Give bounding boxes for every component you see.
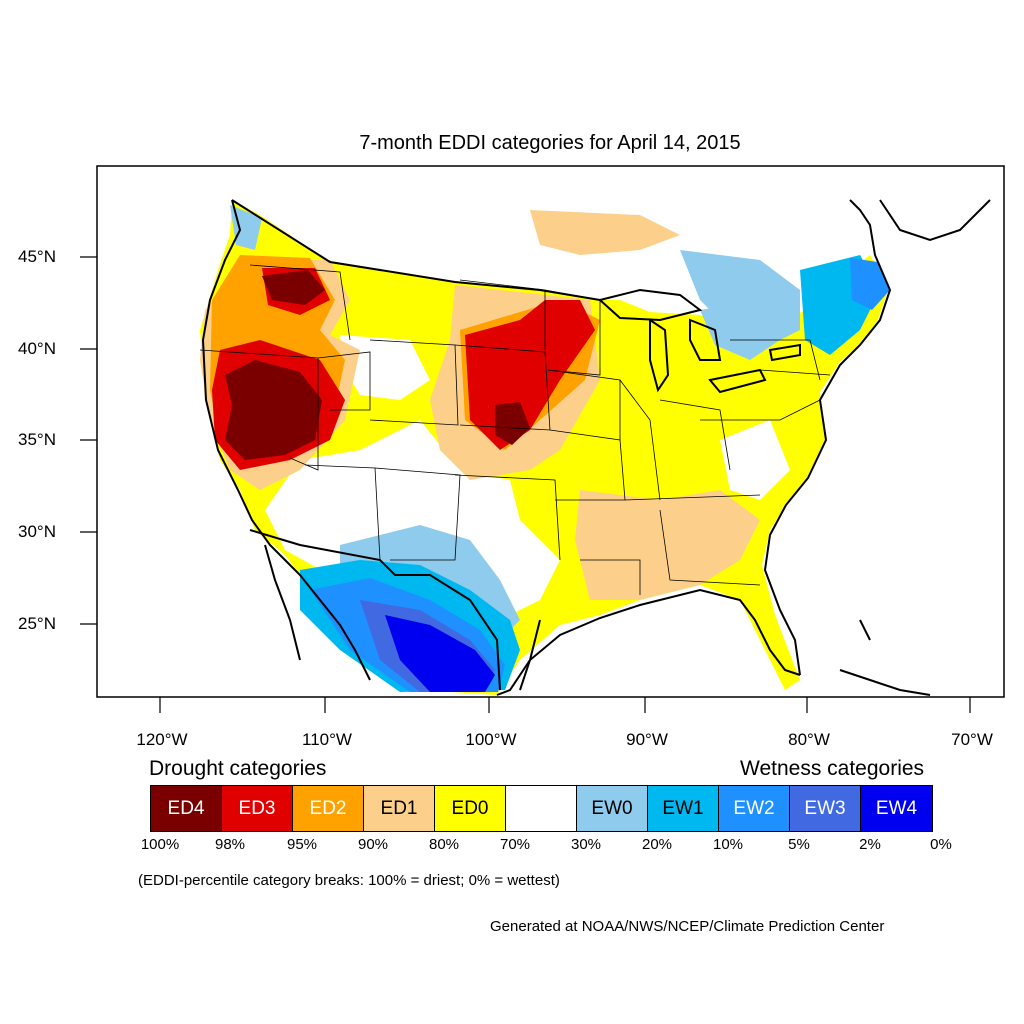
category-note: (EDDI-percentile category breaks: 100% =… bbox=[138, 872, 560, 889]
baja bbox=[264, 544, 301, 661]
lat-label-40: 40°N bbox=[18, 339, 56, 358]
break-90: 90% bbox=[357, 836, 389, 853]
lake-michigan bbox=[649, 318, 670, 393]
canada-coast-east bbox=[879, 199, 991, 242]
coast-west bbox=[201, 199, 371, 681]
break-5: 5% bbox=[788, 836, 810, 853]
legend-ew1: EW1 bbox=[648, 786, 719, 831]
ew0-washington bbox=[230, 205, 262, 250]
lon-label-70: 70°W bbox=[951, 730, 993, 749]
lat-label-25: 25°N bbox=[18, 614, 56, 633]
lon-label-80: 80°W bbox=[788, 730, 830, 749]
lon-label-100: 100°W bbox=[465, 730, 517, 749]
lat-label-45: 45°N bbox=[18, 247, 56, 266]
legend-ed2: ED2 bbox=[293, 786, 364, 831]
legend-ed1: ED1 bbox=[364, 786, 435, 831]
break-70: 70% bbox=[499, 836, 531, 853]
ed4-nevada-utah bbox=[225, 360, 322, 460]
lake-huron bbox=[689, 318, 722, 361]
break-10: 10% bbox=[712, 836, 744, 853]
neutral-north bbox=[420, 220, 500, 275]
lon-label-90: 90°W bbox=[626, 730, 668, 749]
lat-label-30: 30°N bbox=[18, 522, 56, 541]
ed1-southeast bbox=[575, 490, 760, 600]
border-canada bbox=[231, 199, 601, 301]
break-100: 100% bbox=[140, 836, 180, 853]
credit-line: Generated at NOAA/NWS/NCEP/Climate Predi… bbox=[490, 918, 885, 935]
ew2-maine bbox=[850, 258, 890, 310]
lake-erie bbox=[708, 368, 767, 394]
break-20: 20% bbox=[641, 836, 673, 853]
break-95: 95% bbox=[286, 836, 318, 853]
ed1-north bbox=[530, 210, 680, 255]
cuba bbox=[839, 669, 931, 696]
coast-east bbox=[763, 199, 892, 676]
legend-ed3: ED3 bbox=[222, 786, 293, 831]
bahamas bbox=[859, 619, 871, 641]
map-title: 7-month EDDI categories for April 14, 20… bbox=[359, 132, 741, 154]
legend-ew4: EW4 bbox=[861, 786, 932, 831]
break-98: 98% bbox=[214, 836, 246, 853]
neutral-southeast bbox=[720, 420, 790, 500]
break-30: 30% bbox=[570, 836, 602, 853]
mexico-coast bbox=[519, 619, 541, 691]
coast-gulf bbox=[496, 588, 801, 696]
map-frame bbox=[96, 165, 1005, 698]
lon-label-120: 120°W bbox=[136, 730, 188, 749]
lon-label-110: 110°W bbox=[302, 730, 352, 749]
legend-ew2: EW2 bbox=[719, 786, 790, 831]
drought-heading: Drought categories bbox=[149, 757, 327, 780]
legend-ed4: ED4 bbox=[151, 786, 222, 831]
neutral-rockies bbox=[340, 335, 430, 400]
lat-label-35: 35°N bbox=[18, 430, 56, 449]
ew4-texas bbox=[385, 615, 495, 692]
ed4-kansas bbox=[495, 402, 530, 445]
legend-neutral bbox=[506, 786, 577, 831]
border-mexico bbox=[249, 529, 501, 691]
break-0: 0% bbox=[930, 836, 952, 853]
lake-superior bbox=[597, 288, 703, 322]
legend-ew3: EW3 bbox=[790, 786, 861, 831]
lake-ontario bbox=[768, 343, 801, 362]
wetness-heading: Wetness categories bbox=[740, 757, 925, 780]
break-80: 80% bbox=[428, 836, 460, 853]
ed4-oregon bbox=[262, 270, 325, 305]
legend-ew0: EW0 bbox=[577, 786, 648, 831]
ew0-great-lakes bbox=[700, 300, 780, 360]
break-2: 2% bbox=[859, 836, 881, 853]
legend-ed0: ED0 bbox=[435, 786, 506, 831]
category-legend: ED4 ED3 ED2 ED1 ED0 EW0 EW1 EW2 EW3 EW4 bbox=[150, 785, 933, 832]
